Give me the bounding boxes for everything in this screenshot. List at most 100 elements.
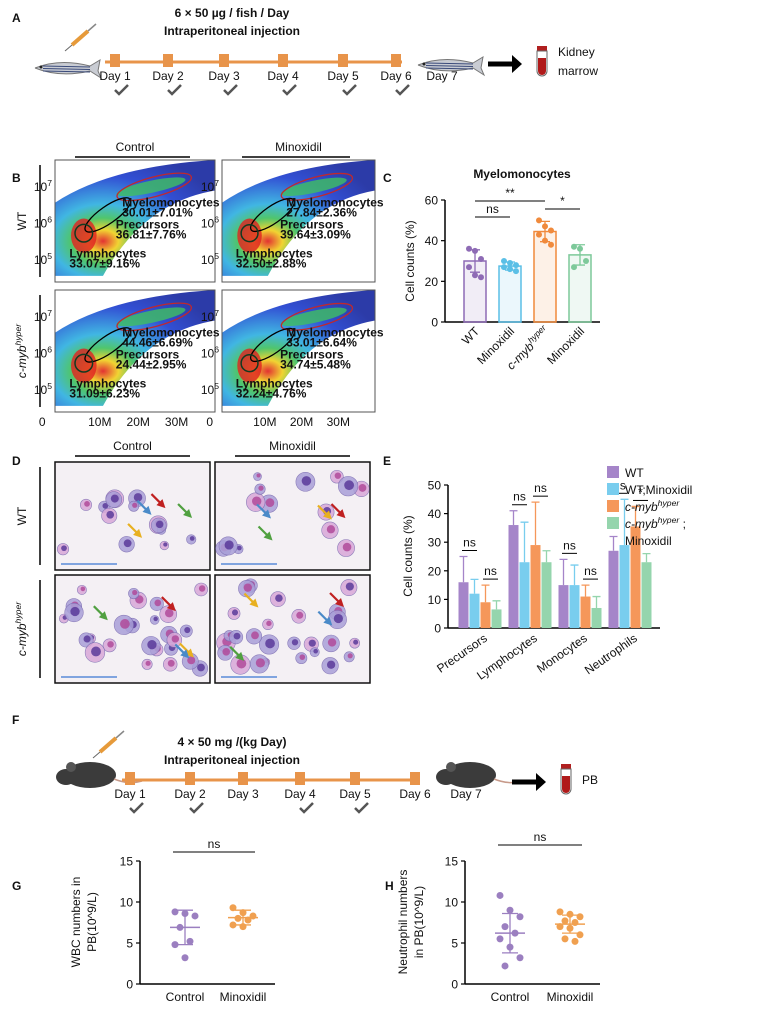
dose-marker bbox=[278, 54, 288, 67]
gate-name: Precursors bbox=[280, 217, 344, 231]
cell-nucleus bbox=[184, 627, 191, 634]
gate-myelomonocytes bbox=[116, 302, 193, 332]
legend-swatch bbox=[607, 466, 619, 478]
data-point bbox=[478, 255, 484, 262]
error-bar bbox=[492, 600, 501, 610]
gate-name: Lymphocytes bbox=[236, 377, 313, 391]
check-mark bbox=[167, 84, 182, 96]
cell-nucleus bbox=[224, 540, 234, 550]
data-point bbox=[542, 237, 548, 244]
data-point bbox=[561, 917, 569, 925]
y-tick-label: 15 bbox=[120, 855, 134, 869]
gate-precursors bbox=[84, 197, 132, 233]
cell-nucleus bbox=[256, 473, 261, 478]
cell-nucleus bbox=[132, 589, 138, 596]
cell-nucleus bbox=[334, 472, 342, 479]
mouse-icon bbox=[436, 762, 523, 788]
syringe-icon bbox=[92, 730, 125, 759]
timeline-route: Intraperitoneal injection bbox=[164, 753, 300, 767]
syringe-needle bbox=[64, 44, 73, 52]
error-bar bbox=[542, 550, 551, 563]
data-point bbox=[186, 937, 194, 945]
label-text: 10 bbox=[34, 216, 48, 230]
dose-marker bbox=[391, 54, 401, 67]
density-band bbox=[222, 160, 375, 276]
cell-nucleus bbox=[327, 638, 337, 647]
significance-label: ns bbox=[563, 538, 576, 552]
cell-nucleus bbox=[164, 608, 174, 618]
x-tick-label: 0 bbox=[39, 415, 46, 429]
cell-nucleus bbox=[132, 502, 138, 508]
dose-marker bbox=[185, 772, 195, 785]
data-point bbox=[506, 906, 514, 914]
y-tick-label: 107 bbox=[34, 178, 52, 194]
data-point bbox=[561, 935, 569, 943]
flow-plot bbox=[55, 290, 215, 412]
dose-marker bbox=[219, 54, 229, 67]
label-superscript: 7 bbox=[214, 308, 219, 318]
column-header: Minoxidil bbox=[269, 439, 316, 453]
fish-eye bbox=[39, 65, 43, 69]
cell-pointer-head bbox=[142, 505, 152, 515]
label-text: 10 bbox=[201, 216, 215, 230]
y-tick-label: 105 bbox=[34, 251, 52, 267]
cell-nucleus bbox=[326, 525, 336, 534]
cell-nucleus bbox=[61, 545, 67, 552]
gate-name: Precursors bbox=[116, 347, 180, 361]
error-bar bbox=[642, 552, 651, 563]
y-tick-label: 0 bbox=[451, 978, 458, 992]
y-tick-label: 20 bbox=[428, 564, 442, 578]
cell-pointer-head bbox=[323, 616, 333, 626]
gate-percent: 44.46±6.69% bbox=[122, 335, 193, 349]
day-label: Day 6 bbox=[380, 69, 412, 83]
y-tick-label: 30 bbox=[428, 536, 442, 550]
cell-pointer bbox=[177, 503, 188, 514]
day-label: Day 5 bbox=[327, 69, 359, 83]
blood-tube-icon bbox=[560, 764, 572, 795]
error-bar bbox=[470, 578, 479, 594]
syringe-barrel bbox=[70, 29, 90, 47]
tube-cap bbox=[561, 764, 571, 769]
panel-label: G bbox=[12, 879, 21, 893]
gate-myelomonocytes bbox=[116, 172, 193, 202]
cell-nucleus bbox=[266, 620, 272, 627]
bar bbox=[480, 602, 491, 628]
data-point bbox=[583, 258, 589, 264]
x-tick-label: Neutrophils bbox=[582, 631, 640, 677]
gate-name: Myelomonocytes bbox=[122, 325, 220, 339]
cell-pointer bbox=[329, 592, 340, 603]
significance-label: ns bbox=[208, 837, 221, 851]
bar bbox=[608, 550, 619, 628]
fish-stripe bbox=[42, 70, 91, 73]
cell-nucleus bbox=[120, 619, 130, 629]
label-superscript: hyper bbox=[658, 515, 681, 525]
cell-nucleus bbox=[106, 510, 115, 519]
data-point bbox=[566, 910, 574, 918]
cell-nucleus bbox=[347, 653, 353, 659]
error-bar bbox=[570, 564, 579, 586]
significance-label: ns bbox=[486, 202, 499, 216]
data-point bbox=[472, 247, 478, 254]
cell-nucleus bbox=[243, 583, 252, 592]
cell-nucleus bbox=[133, 493, 143, 502]
label-superscript: 5 bbox=[47, 251, 52, 261]
label-superscript: 7 bbox=[214, 178, 219, 188]
y-tick-label: 15 bbox=[445, 855, 459, 869]
cell-nucleus bbox=[222, 648, 230, 656]
label-text: c-myb bbox=[15, 623, 29, 656]
cell-nucleus bbox=[154, 599, 162, 607]
data-point bbox=[556, 908, 564, 916]
x-tick-label: 30M bbox=[165, 415, 188, 429]
gate-percent: 32.24±4.76% bbox=[236, 387, 307, 401]
target-label: Kidney bbox=[558, 45, 595, 59]
cell-pointer bbox=[243, 592, 255, 604]
column-header: Minoxidil bbox=[275, 140, 322, 154]
flow-plot bbox=[222, 290, 375, 412]
plot-frame bbox=[54, 289, 216, 413]
gate-precursors bbox=[249, 327, 296, 363]
y-tick-label: 106 bbox=[34, 344, 52, 360]
cell-nucleus bbox=[80, 586, 86, 592]
bar bbox=[498, 265, 522, 323]
label-text: 10 bbox=[34, 383, 48, 397]
cell-nucleus bbox=[163, 542, 168, 547]
